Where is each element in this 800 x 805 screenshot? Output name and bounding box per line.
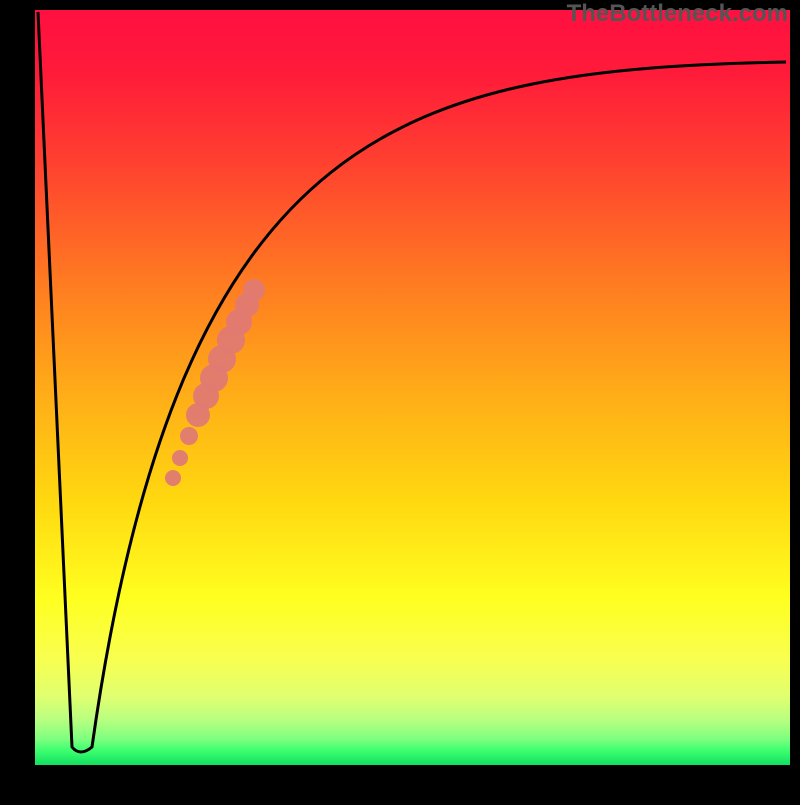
data-marker xyxy=(180,427,198,445)
chart-container: TheBottleneck.com xyxy=(0,0,800,800)
bottleneck-chart xyxy=(0,0,800,800)
data-marker xyxy=(243,279,265,301)
data-marker xyxy=(172,450,188,466)
data-marker xyxy=(165,470,181,486)
